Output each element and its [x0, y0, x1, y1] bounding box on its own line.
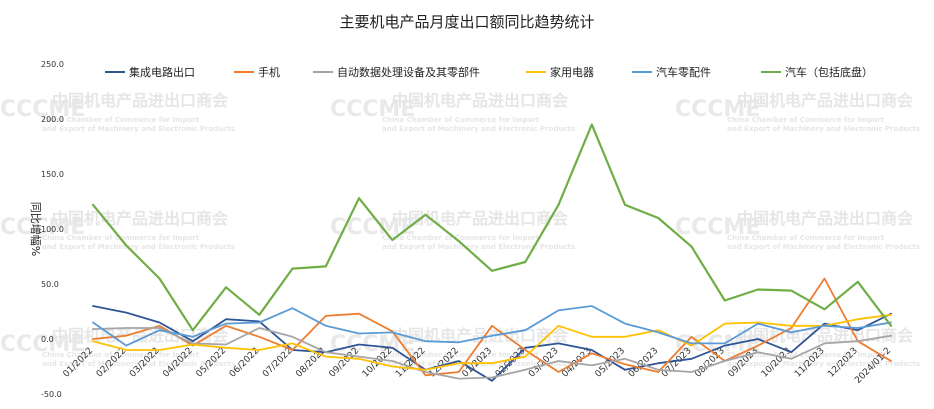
watermark-org-en-1: China Chamber of Commerce for Import — [727, 234, 885, 242]
series-line-6 — [91, 123, 893, 332]
watermark-org-en-2: and Export of Machinery and Electronic P… — [382, 243, 575, 251]
watermark-org-en-1: China Chamber of Commerce for Import — [42, 351, 200, 359]
watermark-org-cn: 中国机电产品进出口商会 — [392, 209, 568, 228]
watermark-org-en-2: and Export of Machinery and Electronic P… — [42, 243, 235, 251]
watermark-org-en-2: and Export of Machinery and Electronic P… — [727, 243, 920, 251]
legend-label: 汽车零配件 — [656, 65, 711, 79]
y-axis-label: 同比增幅% — [29, 202, 43, 256]
x-tick-label: 06/2023 — [627, 346, 661, 380]
watermark-org-cn: 中国机电产品进出口商会 — [392, 91, 568, 110]
series-line-5 — [92, 305, 892, 347]
y-tick-label: 100.0 — [41, 225, 64, 234]
watermark-org-en-2: and Export of Machinery and Electronic P… — [42, 360, 235, 368]
y-tick-label: -50.0 — [41, 390, 62, 399]
y-tick-label: 50.0 — [41, 280, 59, 289]
legend-label: 手机 — [258, 65, 280, 79]
legend-label: 集成电路出口 — [129, 65, 195, 79]
watermark-org-cn: 中国机电产品进出口商会 — [737, 91, 913, 110]
watermark-logo: CCCME — [0, 215, 85, 240]
watermark-org-en-1: China Chamber of Commerce for Import — [382, 116, 540, 124]
watermark-org-en-2: and Export of Machinery and Electronic P… — [727, 360, 920, 368]
legend-label: 家用电器 — [550, 65, 594, 79]
legend: 集成电路出口 手机 自动数据处理设备及其零部件 家用电器 汽车零配件 汽车（包括底盘） — [105, 65, 873, 79]
watermark-org-en-1: China Chamber of Commerce for Import — [42, 116, 200, 124]
watermark-org-en-2: and Export of Machinery and Electronic P… — [382, 125, 575, 133]
series-line-4 — [92, 313, 892, 371]
watermark-org-cn: 中国机电产品进出口商会 — [52, 209, 228, 228]
watermark-org-cn: 中国机电产品进出口商会 — [737, 209, 913, 228]
series-line-2 — [92, 277, 892, 377]
watermark-logo: CCCME — [0, 97, 85, 122]
watermark-org-en-1: China Chamber of Commerce for Import — [727, 351, 885, 359]
y-tick-label: 200.0 — [41, 115, 64, 124]
legend-label: 自动数据处理设备及其零部件 — [337, 65, 480, 79]
watermark-logo: CCCME — [675, 215, 760, 240]
plot-area — [91, 123, 893, 382]
watermark-org-en-2: and Export of Machinery and Electronic P… — [727, 125, 920, 133]
watermark-logo: CCCME — [0, 332, 85, 357]
watermark-org-en-1: China Chamber of Commerce for Import — [727, 116, 885, 124]
y-axis: 250.0 200.0 150.0 100.0 50.0 0.0 -50.0 — [41, 60, 64, 399]
y-tick-label: 250.0 — [41, 60, 64, 69]
legend-label: 汽车（包括底盘） — [785, 65, 873, 79]
watermark-logo: CCCME — [330, 97, 415, 122]
y-tick-label: 150.0 — [41, 170, 64, 179]
series-line-1 — [92, 305, 892, 382]
y-tick-label: 0.0 — [41, 335, 54, 344]
watermark-org-en-1: China Chamber of Commerce for Import — [382, 234, 540, 242]
x-tick-label: 07/2022 — [261, 346, 295, 380]
chart-title: 主要机电产品月度出口额同比趋势统计 — [339, 13, 594, 31]
watermark-org-en-2: and Export of Machinery and Electronic P… — [42, 125, 235, 133]
watermark-org-en-1: China Chamber of Commerce for Import — [382, 351, 540, 359]
series-line-3 — [92, 327, 892, 380]
watermark-logo: CCCME — [675, 97, 760, 122]
watermark-org-cn: 中国机电产品进出口商会 — [52, 91, 228, 110]
